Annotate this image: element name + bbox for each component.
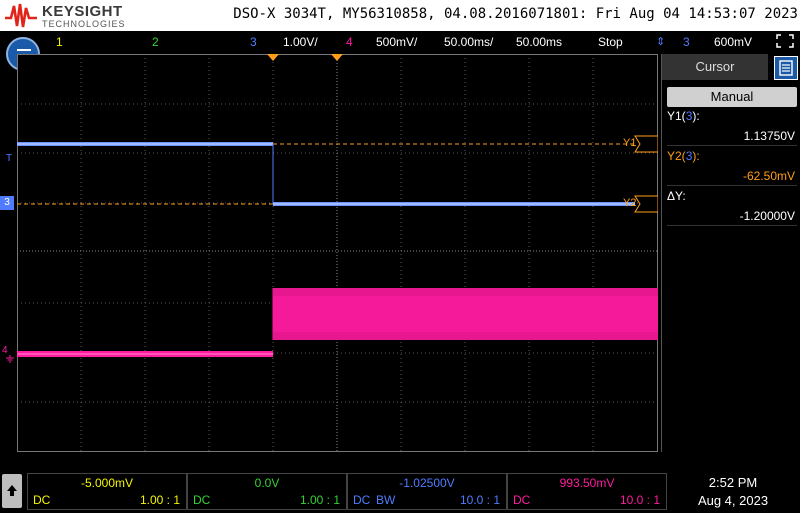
channel-1-coupling: DC [33,493,50,507]
y1-cursor-value: 1.13750V [744,129,795,143]
timebase-scale[interactable]: 50.00ms/ [444,35,493,49]
trigger-source[interactable]: 3 [683,35,690,49]
clock-time: 2:52 PM [683,475,783,490]
up-arrow-icon [2,474,22,508]
delta-y-value: -1.20000V [740,209,795,223]
keysight-wave-icon [4,2,38,29]
home-button[interactable] [2,474,22,508]
keysight-logo: KEYSIGHT TECHNOLOGIES [4,2,134,29]
waveform-display[interactable] [17,54,658,452]
channel-3-coupling: DC [353,493,370,507]
cursor-tab[interactable]: Cursor [662,54,768,80]
channel-2-coupling: DC [193,493,210,507]
screenshot-corner-icon[interactable] [775,33,795,49]
channel-4-probe: 10.0 : 1 [620,493,660,507]
channel-4-offset: 993.50mV [508,476,666,490]
delta-y-label: ΔY: [667,189,686,203]
time-delay[interactable]: 50.00ms [516,35,562,49]
channel-3-ground-marker[interactable]: 3 [0,196,14,210]
channel-1-offset: -5.000mV [28,476,186,490]
channel-4-info[interactable]: 993.50mV DC 10.0 : 1 [507,473,667,510]
y1-cursor-row-label: Y1(3): [667,109,700,123]
channel-2-offset: 0.0V [188,476,346,490]
trigger-edge-icon: ⇕ [656,35,665,48]
channel-4-coupling: DC [513,493,530,507]
trigger-level-marker[interactable]: T [6,153,12,164]
channel-4-scale[interactable]: 500mV/ [376,35,417,49]
channel-2-info[interactable]: 0.0V DC 1.00 : 1 [187,473,347,510]
channel-3-probe: 10.0 : 1 [460,493,500,507]
channel-3-scale[interactable]: 1.00V/ [283,35,318,49]
menu-list-icon[interactable] [774,56,798,80]
clock-date: Aug 4, 2023 [683,493,783,508]
y2-cursor-label[interactable]: Y2 [623,197,636,209]
channel-3-indicator[interactable]: 3 [250,35,257,49]
brand-subtitle: TECHNOLOGIES [42,19,126,29]
channel-3-info[interactable]: -1.02500V DC BW 10.0 : 1 [347,473,507,510]
cursor-mode-button[interactable]: Manual [667,87,797,107]
channel-1-indicator[interactable]: 1 [56,35,63,49]
cursor-side-panel: Cursor Manual Y1(3): 1.13750V Y2(3): -62… [661,54,800,452]
title-bar: KEYSIGHT TECHNOLOGIES DSO-X 3034T, MY563… [0,0,800,31]
channel-4-indicator[interactable]: 4 [346,35,353,49]
y1-cursor-label[interactable]: Y1 [623,137,636,149]
channel-status-bar: 1 2 3 1.00V/ 4 500mV/ 50.00ms/ 50.00ms S… [0,31,800,53]
brand-name: KEYSIGHT [42,3,123,20]
instrument-header: DSO-X 3034T, MY56310858, 04.08.201607180… [233,6,798,22]
channel-3-offset: -1.02500V [348,476,506,490]
channel-3-bw-limit: BW [376,493,395,507]
run-state[interactable]: Stop [598,35,623,49]
channel-2-indicator[interactable]: 2 [152,35,159,49]
y2-cursor-value: -62.50mV [743,169,795,183]
y2-cursor-row-label: Y2(3): [667,149,700,163]
ground-icon [5,355,15,363]
channel-1-probe: 1.00 : 1 [140,493,180,507]
channel-2-probe: 1.00 : 1 [300,493,340,507]
channel-1-info[interactable]: -5.000mV DC 1.00 : 1 [27,473,187,510]
trigger-level[interactable]: 600mV [714,35,752,49]
